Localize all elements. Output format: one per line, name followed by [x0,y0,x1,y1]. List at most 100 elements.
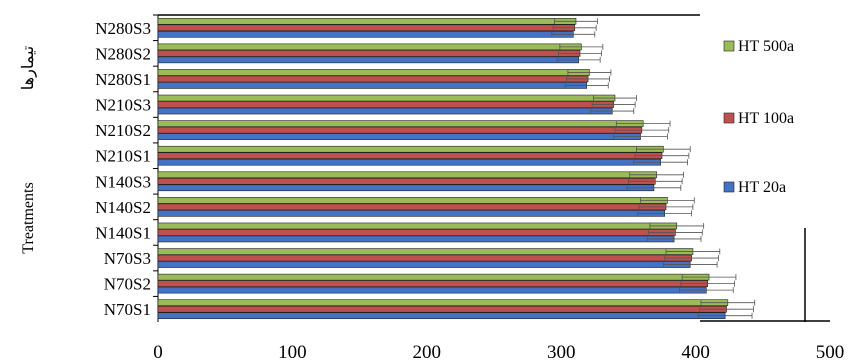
error-bar-ht-100a-n280s1 [566,75,610,82]
bar-ht-20a-n280s2 [157,56,579,64]
x-tick-label-100: 100 [278,342,307,363]
error-bar-ht-20a-n280s2 [556,56,601,63]
error-bar-ht-20a-n140s3 [626,184,682,191]
bar-ht-20a-n210s3 [157,107,613,115]
category-label-n280s3: N280S3 [95,19,151,38]
error-bar-ht-20a-n140s1 [646,235,702,242]
bar-ht-20a-n210s1 [157,158,661,166]
error-bar-ht-500a-n70s1 [700,299,756,306]
error-bar-ht-100a-n70s2 [680,280,735,287]
x-tick-label-500: 500 [816,342,845,363]
legend-item-ht-100a: HT 100a [723,110,794,127]
legend-label: HT 20a [738,179,786,196]
bar-ht-100a-n70s3 [157,254,692,262]
bar-ht-500a-n70s1 [157,299,729,307]
bar-ht-500a-n70s3 [157,248,694,255]
error-bar-ht-100a-n280s3 [552,24,597,31]
error-bar-ht-100a-n70s1 [699,306,754,313]
bar-ht-500a-n280s3 [157,17,577,25]
x-tick-label-400: 400 [681,342,710,363]
bar-ht-20a-n140s2 [157,210,665,217]
error-bar-ht-100a-n140s3 [628,178,683,185]
error-bar-ht-500a-n70s3 [665,248,721,255]
error-bar-ht-20a-n140s2 [637,210,692,217]
error-bar-ht-500a-n70s2 [681,274,737,281]
category-label-n70s3: N70S3 [104,249,151,268]
legend-item-ht-500a: HT 500a [723,38,794,55]
category-label-n280s2: N280S2 [95,44,151,63]
error-bar-ht-500a-n210s3 [593,95,637,102]
category-label-n210s1: N210S1 [95,147,151,166]
bars-layer [157,17,729,320]
bar-ht-500a-n140s3 [157,171,657,179]
bar-ht-100a-n210s2 [157,126,643,134]
bar-ht-20a-n70s3 [157,261,691,268]
x-tick-labels: 0 100 200 300 400 500 [153,342,844,363]
x-tick-label-200: 200 [413,342,442,363]
category-label-n280s1: N280S1 [95,70,151,89]
bar-ht-20a-n70s1 [157,312,726,320]
category-label-n140s3: N140S3 [95,172,151,191]
x-tick-label-300: 300 [547,342,576,363]
category-label-n210s2: N210S2 [95,121,151,140]
y-axis-title-persian: تیمارها [20,46,37,90]
bar-ht-20a-n210s2 [157,133,641,140]
bar-ht-100a-n140s2 [157,203,667,211]
error-bar-ht-100a-n140s2 [638,203,694,210]
error-bars-layer [551,18,756,319]
bar-ht-20a-n70s2 [157,286,707,294]
error-bar-ht-500a-n210s1 [636,146,691,153]
error-bar-ht-500a-n210s2 [615,120,671,127]
bar-ht-20a-n140s3 [157,184,655,192]
bar-ht-100a-n280s2 [157,50,581,57]
error-bar-ht-500a-n140s1 [649,222,705,229]
bar-ht-20a-n280s3 [157,30,574,38]
legend-swatch [723,112,735,124]
error-bar-ht-20a-n70s3 [662,261,718,268]
error-bar-ht-100a-n70s3 [664,255,719,262]
category-label-n140s2: N140S2 [95,198,151,217]
error-bar-ht-20a-n210s2 [613,133,668,140]
y-axis-title: Treatments [20,182,37,253]
bar-ht-100a-n140s3 [157,177,656,185]
error-bar-ht-20a-n280s1 [564,82,609,89]
error-bar-ht-20a-n210s1 [633,159,688,166]
bar-ht-500a-n70s2 [157,273,710,281]
bar-ht-100a-n210s3 [157,101,614,108]
error-bar-ht-500a-n140s3 [629,171,684,178]
bar-ht-20a-n280s1 [157,82,588,89]
error-bar-ht-500a-n280s1 [567,69,612,76]
error-bar-ht-100a-n140s1 [648,229,703,236]
category-label-n140s1: N140S1 [95,223,151,242]
bar-ht-100a-n280s1 [157,75,589,83]
error-bar-ht-20a-n280s3 [551,31,596,38]
category-label-n210s3: N210S3 [95,96,151,115]
error-bar-ht-100a-n210s1 [634,152,690,159]
bar-ht-500a-n210s2 [157,120,644,127]
bar-ht-500a-n210s3 [157,94,616,102]
bar-ht-100a-n280s3 [157,24,575,32]
legend-label: HT 500a [738,38,794,55]
error-bar-ht-20a-n70s1 [697,312,753,319]
bar-ht-500a-n140s2 [157,197,668,204]
error-bar-ht-20a-n210s3 [590,108,635,115]
legend-swatch [723,40,735,52]
legend-label: HT 100a [738,110,794,127]
x-tick-label-0: 0 [153,342,163,363]
bar-ht-500a-n280s2 [157,43,582,51]
category-labels: N70S1 N70S2 N70S3 N140S1 N140S2 N140S3 N210S1 N… [95,14,158,319]
bar-ht-500a-n210s1 [157,145,664,153]
bar-ht-100a-n210s1 [157,152,663,160]
bar-ht-100a-n70s2 [157,280,708,287]
legend: HT 500a HT 100a HT 20a [723,38,794,196]
error-bar-ht-20a-n70s2 [679,287,734,294]
category-label-n70s1: N70S1 [104,300,151,319]
error-bar-ht-100a-n280s2 [558,50,602,57]
error-bar-ht-500a-n140s2 [640,197,695,204]
error-bar-ht-500a-n280s2 [559,43,604,50]
bar-ht-20a-n140s1 [157,235,675,243]
legend-swatch [723,181,735,193]
error-bar-ht-100a-n210s3 [591,101,636,108]
bar-ht-100a-n70s1 [157,305,727,313]
